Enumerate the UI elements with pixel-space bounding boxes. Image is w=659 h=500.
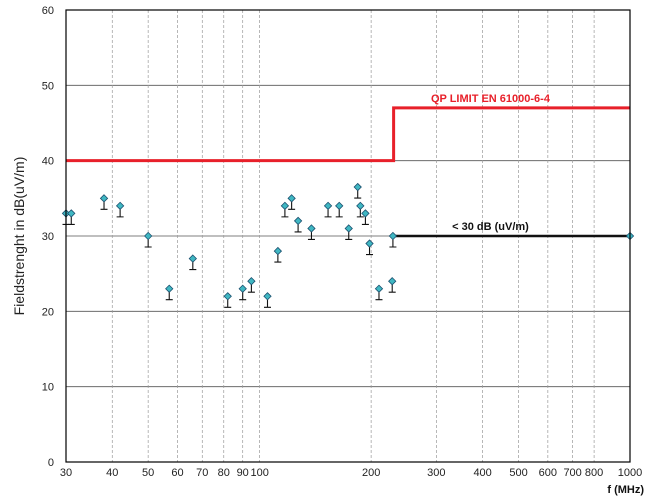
- y-tick-label: 10: [42, 382, 54, 394]
- x-tick-label: 70: [196, 467, 208, 479]
- x-tick-label: 60: [171, 467, 183, 479]
- data-point: [188, 254, 197, 263]
- x-tick-label: 90: [237, 467, 249, 479]
- x-tick-label: 30: [60, 467, 72, 479]
- x-axis-label: f (MHz): [607, 484, 644, 496]
- data-point: [353, 182, 362, 192]
- y-tick-label: 0: [48, 457, 54, 469]
- x-tick-label: 400: [473, 467, 491, 479]
- data-point: [388, 231, 398, 241]
- plot-frame: [65, 9, 631, 463]
- data-point: [115, 201, 125, 211]
- x-tick-label: 50: [142, 467, 154, 479]
- x-tick-label: 700: [563, 467, 581, 479]
- y-tick-label: 40: [42, 156, 54, 168]
- x-tick-label: 500: [509, 467, 527, 479]
- x-tick-label: 800: [585, 467, 603, 479]
- y-tick-label: 20: [42, 306, 54, 318]
- limit-annotation: QP LIMIT EN 61000-6-4: [431, 93, 551, 105]
- y-tick-labels: 0 10 20 30 40 50 60: [42, 5, 54, 469]
- data-point: [165, 284, 174, 293]
- data-point: [238, 284, 247, 293]
- data-point: [287, 194, 296, 203]
- qp-limit-line: [66, 106, 630, 163]
- data-point: [361, 209, 370, 218]
- x-tick-label: 200: [362, 467, 380, 479]
- y-axis-label: Fieldstrenght in dB(uV/m): [11, 157, 27, 316]
- y-tick-label: 60: [42, 5, 54, 17]
- x-tick-label: 100: [250, 467, 268, 479]
- data-point: [365, 239, 374, 248]
- data-point: [273, 246, 283, 256]
- threshold-annotation: < 30 dB (uV/m): [452, 221, 529, 233]
- data-point: [223, 292, 232, 301]
- data-point: [67, 209, 76, 218]
- data-point: [99, 194, 109, 203]
- measurement-points: [61, 182, 635, 308]
- y-tick-label: 30: [42, 231, 54, 243]
- x-tick-label: 1000: [618, 467, 642, 479]
- data-point: [374, 284, 384, 293]
- limit-lines: [66, 106, 630, 238]
- x-tick-labels: 30 40 50 60 70 80 90 100 200 300 400 500 600 700 800 10…: [60, 467, 642, 479]
- data-point: [247, 277, 256, 286]
- x-tick-label: 80: [218, 467, 230, 479]
- data-point: [263, 292, 272, 301]
- data-point: [344, 224, 353, 233]
- data-point: [323, 201, 333, 211]
- x-tick-label: 600: [539, 467, 557, 479]
- data-point: [280, 201, 290, 211]
- data-point: [143, 231, 153, 241]
- y-tick-label: 50: [42, 80, 54, 92]
- data-point: [335, 201, 344, 211]
- data-point: [307, 224, 316, 233]
- x-tick-label: 300: [427, 467, 445, 479]
- data-point: [388, 277, 397, 286]
- x-tick-label: 40: [106, 467, 118, 479]
- data-point: [293, 216, 303, 226]
- data-point: [356, 201, 365, 211]
